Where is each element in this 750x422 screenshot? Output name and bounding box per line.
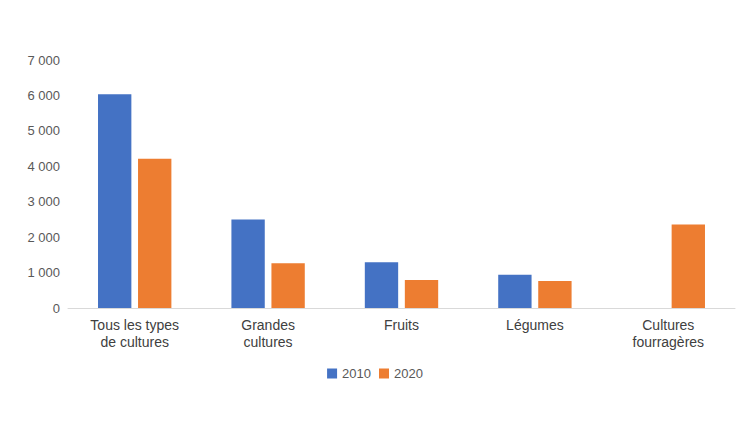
svg-text:Tous les types: Tous les types (90, 317, 179, 333)
svg-text:7 000: 7 000 (27, 53, 60, 68)
svg-text:fourragères: fourragères (633, 334, 705, 350)
svg-text:de cultures: de cultures (100, 334, 168, 350)
svg-text:Fruits: Fruits (384, 317, 419, 333)
svg-text:1 000: 1 000 (27, 265, 60, 280)
svg-text:4 000: 4 000 (27, 159, 60, 174)
svg-text:Cultures: Cultures (642, 317, 694, 333)
svg-text:2010: 2010 (342, 366, 371, 381)
svg-text:6 000: 6 000 (27, 88, 60, 103)
svg-text:3 000: 3 000 (27, 194, 60, 209)
svg-text:5 000: 5 000 (27, 123, 60, 138)
svg-text:cultures: cultures (244, 334, 293, 350)
svg-text:Légumes: Légumes (506, 317, 564, 333)
svg-text:2 000: 2 000 (27, 230, 60, 245)
svg-text:0: 0 (53, 301, 60, 316)
svg-text:Grandes: Grandes (241, 317, 295, 333)
svg-text:2020: 2020 (394, 366, 423, 381)
